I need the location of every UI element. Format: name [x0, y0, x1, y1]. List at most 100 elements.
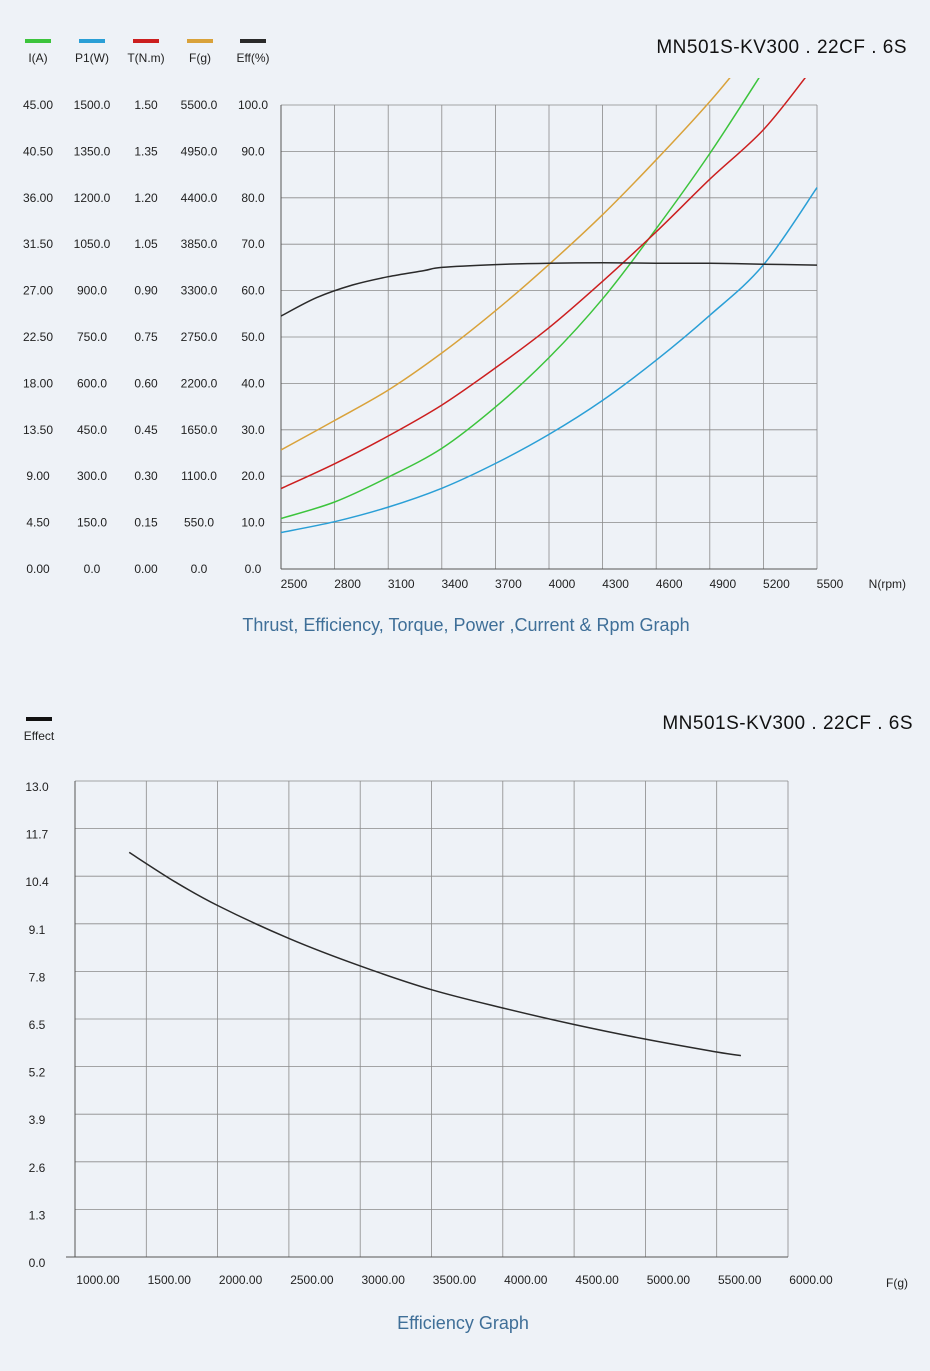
y-axis-tick-labels: 0.00 4.50 9.00 13.50 18.00 22.50 27.00 31.50 36.… [23, 98, 268, 576]
y-tick-p1-w: 900.0 [77, 284, 107, 298]
x-tick: 4000.00 [504, 1273, 548, 1287]
y-tick: 9.1 [29, 923, 46, 937]
y-tick-eff: 30.0 [241, 423, 265, 437]
x-axis-tick-labels: 1000.00 1500.00 2000.00 2500.00 3000.00 3500.… [76, 1273, 833, 1287]
y-tick-t-n-m: 0.60 [134, 376, 158, 390]
y-tick-p1-w: 1200.0 [74, 191, 111, 205]
y-tick-f-g: 550.0 [184, 516, 214, 530]
y-tick: 10.4 [25, 875, 49, 889]
y-tick-i-a: 27.00 [23, 284, 53, 298]
x-tick: 4900 [709, 577, 736, 591]
x-tick: 2500 [281, 577, 308, 591]
x-tick: 6000.00 [789, 1273, 833, 1287]
y-tick-t-n-m: 1.50 [134, 98, 158, 112]
y-tick-eff: 10.0 [241, 516, 265, 530]
legend-label-eff: Eff(%) [236, 51, 269, 65]
y-tick-t-n-m: 0.75 [134, 330, 158, 344]
y-tick-eff: 100.0 [238, 98, 268, 112]
x-tick: 3000.00 [362, 1273, 406, 1287]
y-tick-t-n-m: 0.90 [134, 284, 158, 298]
y-tick-i-a: 9.00 [26, 469, 50, 483]
x-tick: 3700 [495, 577, 522, 591]
legend-label-f-g: F(g) [189, 51, 211, 65]
y-tick-f-g: 4950.0 [181, 144, 218, 158]
y-tick-i-a: 13.50 [23, 423, 53, 437]
x-axis-tick-labels: 2500 2800 3100 3400 3700 4000 4300 4600 4900 5200… [281, 577, 844, 591]
y-tick-eff: 80.0 [241, 191, 265, 205]
chart-title: MN501S-KV300 . 22CF . 6S [656, 37, 907, 58]
y-tick-f-g: 2200.0 [181, 376, 218, 390]
y-tick-p1-w: 300.0 [77, 469, 107, 483]
y-tick-f-g: 0.0 [191, 562, 208, 576]
y-tick-eff: 20.0 [241, 469, 265, 483]
y-tick-p1-w: 1500.0 [74, 98, 111, 112]
y-tick-i-a: 0.00 [26, 562, 50, 576]
y-tick-eff: 50.0 [241, 330, 265, 344]
legend-label-effect: Effect [24, 729, 55, 743]
x-tick: 5500 [817, 577, 844, 591]
y-tick: 1.3 [29, 1208, 46, 1222]
legend-label-p1-w: P1(W) [75, 51, 109, 65]
y-tick-t-n-m: 1.20 [134, 191, 158, 205]
series-line-t-n-m [281, 78, 806, 490]
y-tick-f-g: 3300.0 [181, 284, 218, 298]
y-tick-i-a: 4.50 [26, 516, 50, 530]
y-tick: 5.2 [29, 1066, 46, 1080]
y-tick-p1-w: 1050.0 [74, 237, 111, 251]
x-tick: 1500.00 [148, 1273, 192, 1287]
y-tick: 2.6 [29, 1161, 46, 1175]
legend-label-t-n-m: T(N.m) [127, 51, 164, 65]
x-tick: 2000.00 [219, 1273, 263, 1287]
y-tick-i-a: 45.00 [23, 98, 53, 112]
y-tick-t-n-m: 1.05 [134, 237, 158, 251]
y-tick-p1-w: 150.0 [77, 516, 107, 530]
x-tick: 4500.00 [575, 1273, 619, 1287]
y-tick-t-n-m: 0.15 [134, 516, 158, 530]
x-tick: 5500.00 [718, 1273, 762, 1287]
chart-caption: Efficiency Graph [397, 1313, 529, 1333]
y-tick-eff: 60.0 [241, 284, 265, 298]
legend: I(A) P1(W) T(N.m) F(g) Eff(%) [25, 39, 270, 65]
y-tick: 0.0 [29, 1256, 46, 1270]
series-line-effect [128, 851, 742, 1057]
x-tick: 3400 [441, 577, 468, 591]
series-line-f-g [281, 78, 731, 451]
chart-caption: Thrust, Efficiency, Torque, Power ,Curre… [242, 615, 689, 635]
series-line-eff [281, 262, 818, 317]
x-tick: 2500.00 [290, 1273, 334, 1287]
y-tick-t-n-m: 0.00 [134, 562, 158, 576]
y-tick-i-a: 18.00 [23, 376, 53, 390]
efficiency-chart: Effect MN501S-KV300 . 22CF . 6S 0.0 1.3 2.… [24, 713, 913, 1333]
y-tick-i-a: 40.50 [23, 144, 53, 158]
y-tick: 13.0 [25, 780, 49, 794]
y-tick: 3.9 [29, 1113, 46, 1127]
chart-title: MN501S-KV300 . 22CF . 6S [662, 713, 913, 734]
grid [66, 780, 789, 1258]
x-axis-label: N(rpm) [869, 577, 906, 591]
y-tick-p1-w: 750.0 [77, 330, 107, 344]
x-tick: 3100 [388, 577, 415, 591]
y-tick: 11.7 [26, 828, 49, 842]
y-tick-f-g: 3850.0 [181, 237, 218, 251]
series-lines [281, 78, 818, 534]
y-tick-f-g: 1650.0 [181, 423, 218, 437]
y-tick-p1-w: 0.0 [84, 562, 101, 576]
y-tick-f-g: 4400.0 [181, 191, 218, 205]
legend-label-i-a: I(A) [28, 51, 47, 65]
y-tick-eff: 90.0 [241, 144, 265, 158]
x-tick: 3500.00 [433, 1273, 477, 1287]
x-tick: 1000.00 [76, 1273, 120, 1287]
y-tick-p1-w: 450.0 [77, 423, 107, 437]
y-tick-i-a: 36.00 [23, 191, 53, 205]
y-tick-eff: 0.0 [245, 562, 262, 576]
series-line-i-a [281, 78, 760, 520]
series-line-p1-w [281, 187, 818, 534]
grid [280, 104, 818, 570]
y-tick-f-g: 2750.0 [181, 330, 218, 344]
y-tick: 6.5 [29, 1018, 46, 1032]
y-tick-f-g: 1100.0 [181, 469, 217, 483]
x-axis-label: F(g) [886, 1276, 908, 1290]
y-tick-f-g: 5500.0 [181, 98, 218, 112]
y-tick-t-n-m: 0.45 [134, 423, 158, 437]
y-axis-tick-labels: 0.0 1.3 2.6 3.9 5.2 6.5 7.8 9.1 10.4 11.7 13.0 [25, 780, 49, 1270]
